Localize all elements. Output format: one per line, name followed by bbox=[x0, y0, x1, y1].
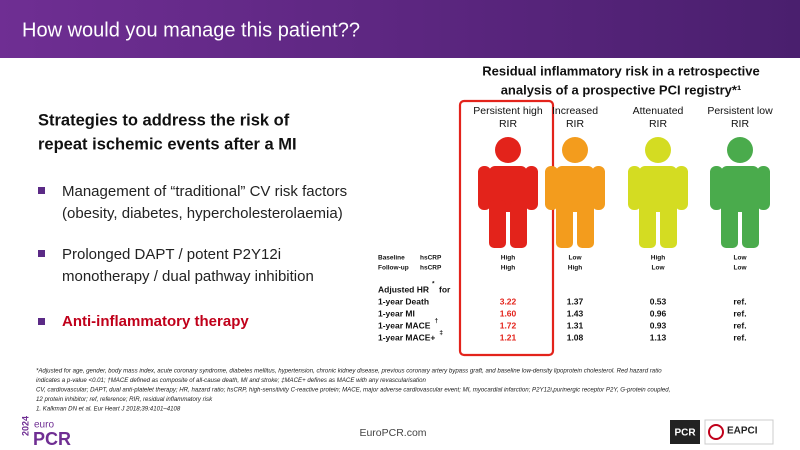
person-leg bbox=[639, 200, 656, 248]
hr-cell: 0.93 bbox=[650, 320, 667, 330]
heading-line: Strategies to address the risk of bbox=[38, 111, 290, 129]
row-label: Adjusted HR bbox=[378, 284, 429, 294]
cell: High bbox=[568, 265, 582, 272]
footer-url: EuroPCR.com bbox=[359, 427, 426, 439]
row-label: 1-year MI bbox=[378, 308, 415, 318]
row-label: 1-year Death bbox=[378, 296, 429, 306]
person-arm bbox=[545, 166, 558, 210]
footer-logo: PCR bbox=[674, 428, 696, 439]
person-leg bbox=[660, 200, 677, 248]
cell: High bbox=[501, 265, 515, 272]
panel-title: analysis of a prospective PCI registry*¹ bbox=[501, 82, 742, 97]
footer-year: 2024 bbox=[20, 416, 30, 436]
footnote-line: *Adjusted for age, gender, body mass ind… bbox=[36, 368, 662, 375]
logo-box bbox=[704, 419, 774, 445]
footer-brand: PCR bbox=[33, 429, 71, 449]
footer-logo: EAPCI bbox=[727, 426, 758, 437]
person-leg bbox=[721, 200, 738, 248]
bullet-text: Prolonged DAPT / potent P2Y12i bbox=[62, 246, 281, 263]
row-label-sup: † bbox=[434, 318, 438, 325]
cell: High bbox=[501, 255, 515, 262]
person-leg bbox=[489, 200, 506, 248]
hr-cell: 1.08 bbox=[567, 332, 584, 342]
hr-cell: ref. bbox=[733, 308, 746, 318]
hr-cell: 1.21 bbox=[500, 332, 517, 342]
bullet-text: monotherapy / dual pathway inhibition bbox=[62, 268, 314, 285]
person-leg bbox=[556, 200, 573, 248]
column-label: RIR bbox=[566, 118, 585, 130]
column-label: RIR bbox=[649, 118, 668, 130]
hr-cell: ref. bbox=[733, 296, 746, 306]
person-arm bbox=[478, 166, 491, 210]
row-label-sup: * bbox=[432, 281, 435, 288]
person-head bbox=[562, 137, 588, 163]
person-arm bbox=[628, 166, 641, 210]
hr-cell: 3.22 bbox=[500, 296, 517, 306]
column-label: RIR bbox=[499, 118, 518, 130]
person-arm bbox=[592, 166, 605, 210]
cell: Low bbox=[734, 255, 748, 262]
footnote-line: indicates a p-value <0.01; †MACE defined… bbox=[36, 377, 426, 384]
row-label: 1-year MACE bbox=[378, 320, 431, 330]
footnote-line: 1. Kalkman DN et al. Eur Heart J 2018;39… bbox=[36, 406, 181, 413]
footer-brand-top: euro bbox=[34, 420, 54, 431]
bullet-marker bbox=[38, 187, 45, 194]
person-arm bbox=[525, 166, 538, 210]
row-label: 1-year MACE+ bbox=[378, 332, 435, 342]
hr-cell: 1.13 bbox=[650, 332, 667, 342]
cell: Low bbox=[652, 265, 666, 272]
hr-cell: 1.72 bbox=[500, 320, 517, 330]
hr-cell: ref. bbox=[733, 332, 746, 342]
person-head bbox=[645, 137, 671, 163]
bullet-marker bbox=[38, 250, 45, 257]
column-label: Attenuated bbox=[633, 105, 684, 117]
row-label: hsCRP bbox=[420, 265, 442, 272]
hr-cell: 1.43 bbox=[567, 308, 584, 318]
heading-line: repeat ischemic events after a MI bbox=[38, 135, 297, 153]
bullet-text: Anti-inflammatory therapy bbox=[62, 313, 249, 330]
row-label: hsCRP bbox=[420, 255, 442, 262]
person-leg bbox=[510, 200, 527, 248]
bullet-text: Management of “traditional” CV risk fact… bbox=[62, 183, 347, 200]
hr-cell: 0.53 bbox=[650, 296, 667, 306]
person-arm bbox=[710, 166, 723, 210]
panel-title: Residual inflammatory risk in a retrospe… bbox=[482, 63, 759, 78]
row-label: Baseline bbox=[378, 255, 405, 262]
person-arm bbox=[757, 166, 770, 210]
cell: High bbox=[651, 255, 665, 262]
hr-cell: ref. bbox=[733, 320, 746, 330]
footnote-line: CV, cardiovascular; DAPT, dual anti-plat… bbox=[36, 387, 670, 394]
row-label-sup: ‡ bbox=[439, 330, 443, 337]
column-label: RIR bbox=[731, 118, 750, 130]
hr-cell: 1.31 bbox=[567, 320, 584, 330]
row-label: for bbox=[439, 284, 451, 294]
highlight-box bbox=[458, 99, 555, 357]
person-head bbox=[727, 137, 753, 163]
person-head bbox=[495, 137, 521, 163]
hr-cell: 1.60 bbox=[500, 308, 517, 318]
row-label: Follow-up bbox=[378, 265, 409, 272]
person-leg bbox=[577, 200, 594, 248]
bullet-text: (obesity, diabetes, hypercholesterolaemi… bbox=[62, 205, 343, 222]
column-label: Persistent high bbox=[473, 105, 543, 117]
cell: Low bbox=[569, 255, 583, 262]
footnote-line: 12 protein inhibitor; ref, reference; RI… bbox=[36, 396, 213, 403]
bullet-marker bbox=[38, 318, 45, 325]
logo-box bbox=[670, 420, 700, 444]
footnotes: *Adjusted for age, gender, body mass ind… bbox=[36, 368, 670, 413]
logo-icon bbox=[708, 424, 724, 440]
header-bar bbox=[0, 0, 800, 58]
column-label: Persistent low bbox=[707, 105, 773, 117]
person-arm bbox=[675, 166, 688, 210]
hr-cell: 0.96 bbox=[650, 308, 667, 318]
slide-title: How would you manage this patient?? bbox=[22, 19, 360, 41]
person-leg bbox=[742, 200, 759, 248]
cell: Low bbox=[734, 265, 748, 272]
hr-cell: 1.37 bbox=[567, 296, 584, 306]
column-label: Increased bbox=[552, 105, 598, 117]
